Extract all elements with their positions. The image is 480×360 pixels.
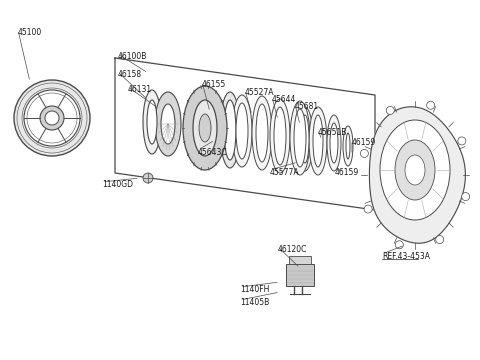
- Text: 46131: 46131: [128, 85, 152, 94]
- Ellipse shape: [256, 104, 268, 162]
- Ellipse shape: [143, 90, 161, 154]
- Text: 46159: 46159: [352, 138, 376, 147]
- Ellipse shape: [252, 96, 272, 170]
- Ellipse shape: [301, 115, 309, 163]
- Text: 46120C: 46120C: [278, 245, 307, 254]
- Bar: [286, 264, 314, 286]
- Text: REF.43-453A: REF.43-453A: [382, 252, 430, 261]
- Ellipse shape: [313, 115, 323, 167]
- Ellipse shape: [360, 149, 368, 157]
- Ellipse shape: [346, 133, 350, 159]
- Text: 45527A: 45527A: [245, 88, 275, 97]
- Text: 45681: 45681: [295, 102, 319, 111]
- Text: 46155: 46155: [202, 80, 226, 89]
- Ellipse shape: [436, 235, 444, 244]
- Ellipse shape: [405, 155, 425, 185]
- Ellipse shape: [427, 101, 435, 109]
- Ellipse shape: [396, 241, 403, 249]
- Ellipse shape: [161, 104, 175, 144]
- Ellipse shape: [270, 99, 290, 173]
- Bar: [289, 256, 311, 264]
- Text: 45100: 45100: [18, 28, 42, 37]
- Ellipse shape: [395, 140, 435, 200]
- Ellipse shape: [330, 123, 338, 163]
- Text: 46159: 46159: [335, 168, 359, 177]
- Ellipse shape: [236, 103, 248, 159]
- Text: 45644: 45644: [272, 95, 296, 104]
- Ellipse shape: [193, 100, 217, 156]
- Ellipse shape: [183, 86, 227, 170]
- Text: 46158: 46158: [118, 70, 142, 79]
- Text: 1140GD: 1140GD: [102, 180, 133, 189]
- Ellipse shape: [40, 106, 64, 130]
- Text: 45577A: 45577A: [270, 168, 300, 177]
- Ellipse shape: [199, 114, 211, 142]
- Ellipse shape: [294, 109, 306, 167]
- Ellipse shape: [386, 107, 394, 114]
- Ellipse shape: [232, 95, 252, 167]
- Text: 45643C: 45643C: [198, 148, 228, 157]
- Ellipse shape: [458, 137, 466, 145]
- Ellipse shape: [364, 205, 372, 213]
- Ellipse shape: [14, 80, 90, 156]
- Text: 46100B: 46100B: [118, 52, 147, 61]
- Ellipse shape: [327, 115, 341, 171]
- Ellipse shape: [290, 101, 310, 175]
- Ellipse shape: [462, 193, 469, 201]
- Ellipse shape: [309, 107, 327, 175]
- Polygon shape: [370, 107, 466, 243]
- Ellipse shape: [45, 111, 59, 125]
- Ellipse shape: [380, 120, 450, 220]
- Ellipse shape: [24, 90, 80, 146]
- Ellipse shape: [147, 100, 157, 144]
- Ellipse shape: [224, 100, 236, 160]
- Text: 11405B: 11405B: [240, 298, 269, 307]
- Ellipse shape: [297, 107, 313, 171]
- Text: 45651B: 45651B: [318, 128, 348, 137]
- Ellipse shape: [274, 107, 286, 165]
- Ellipse shape: [143, 173, 153, 183]
- Ellipse shape: [220, 92, 240, 168]
- Text: 1140FH: 1140FH: [240, 285, 269, 294]
- Ellipse shape: [155, 92, 181, 156]
- Ellipse shape: [343, 126, 353, 166]
